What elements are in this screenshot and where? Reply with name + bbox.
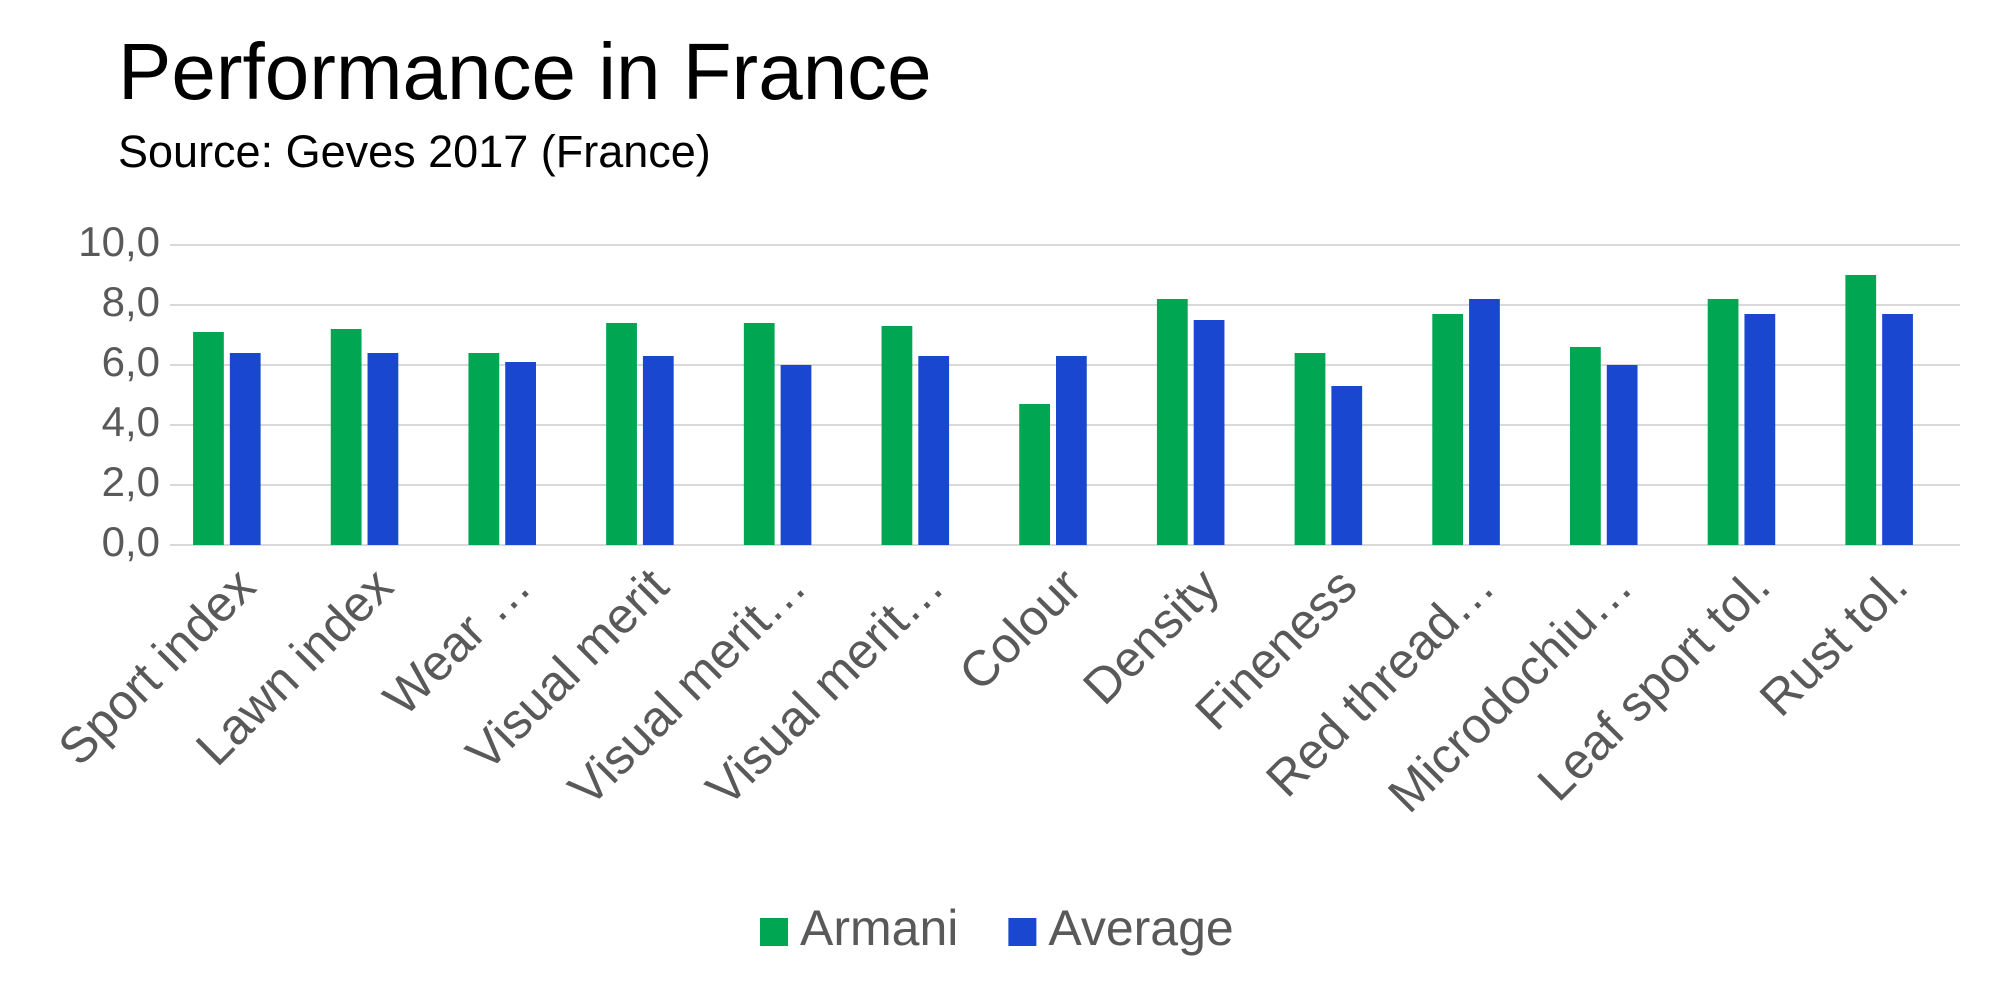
bar [1570, 347, 1601, 545]
bar [1056, 356, 1087, 545]
legend-swatch [1008, 918, 1037, 946]
y-tick-label: 8,0 [102, 278, 160, 325]
bar [1156, 299, 1188, 545]
bar [1845, 275, 1877, 545]
bar [918, 356, 950, 545]
chart-title: Performance in France [118, 27, 932, 116]
y-tick-label: 10,0 [78, 218, 160, 265]
x-tick-label: Visual merit… [695, 558, 954, 817]
bar [330, 329, 362, 545]
bar [1606, 365, 1638, 545]
bar [367, 353, 399, 545]
x-tick-label: Rust tol. [1749, 558, 1918, 727]
bar [1019, 404, 1050, 545]
bar [1432, 314, 1464, 545]
bar [1882, 314, 1913, 545]
y-tick-label: 0,0 [102, 518, 160, 565]
bar [229, 353, 261, 545]
bar [1744, 314, 1776, 545]
legend-label: Armani [800, 900, 958, 956]
x-tick-label: Colour [948, 558, 1092, 702]
y-tick-label: 6,0 [102, 338, 160, 385]
bar [1294, 353, 1326, 545]
bar [606, 323, 637, 545]
bar [743, 323, 775, 545]
bar [881, 326, 913, 545]
bar [1193, 320, 1225, 545]
bar [193, 332, 224, 545]
bar [1331, 386, 1363, 545]
y-tick-label: 2,0 [102, 458, 160, 505]
bar [505, 362, 536, 545]
bar [1707, 299, 1739, 545]
bar [1469, 299, 1500, 545]
legend-swatch [760, 918, 788, 946]
x-tick-label: Microdochiu… [1377, 558, 1643, 824]
legend-label: Average [1048, 900, 1233, 956]
x-tick-label: Visual merit… [558, 558, 817, 817]
chart-subtitle: Source: Geves 2017 (France) [118, 126, 711, 177]
bar [642, 356, 674, 545]
y-tick-label: 4,0 [102, 398, 160, 445]
bar [468, 353, 500, 545]
bar [780, 365, 812, 545]
